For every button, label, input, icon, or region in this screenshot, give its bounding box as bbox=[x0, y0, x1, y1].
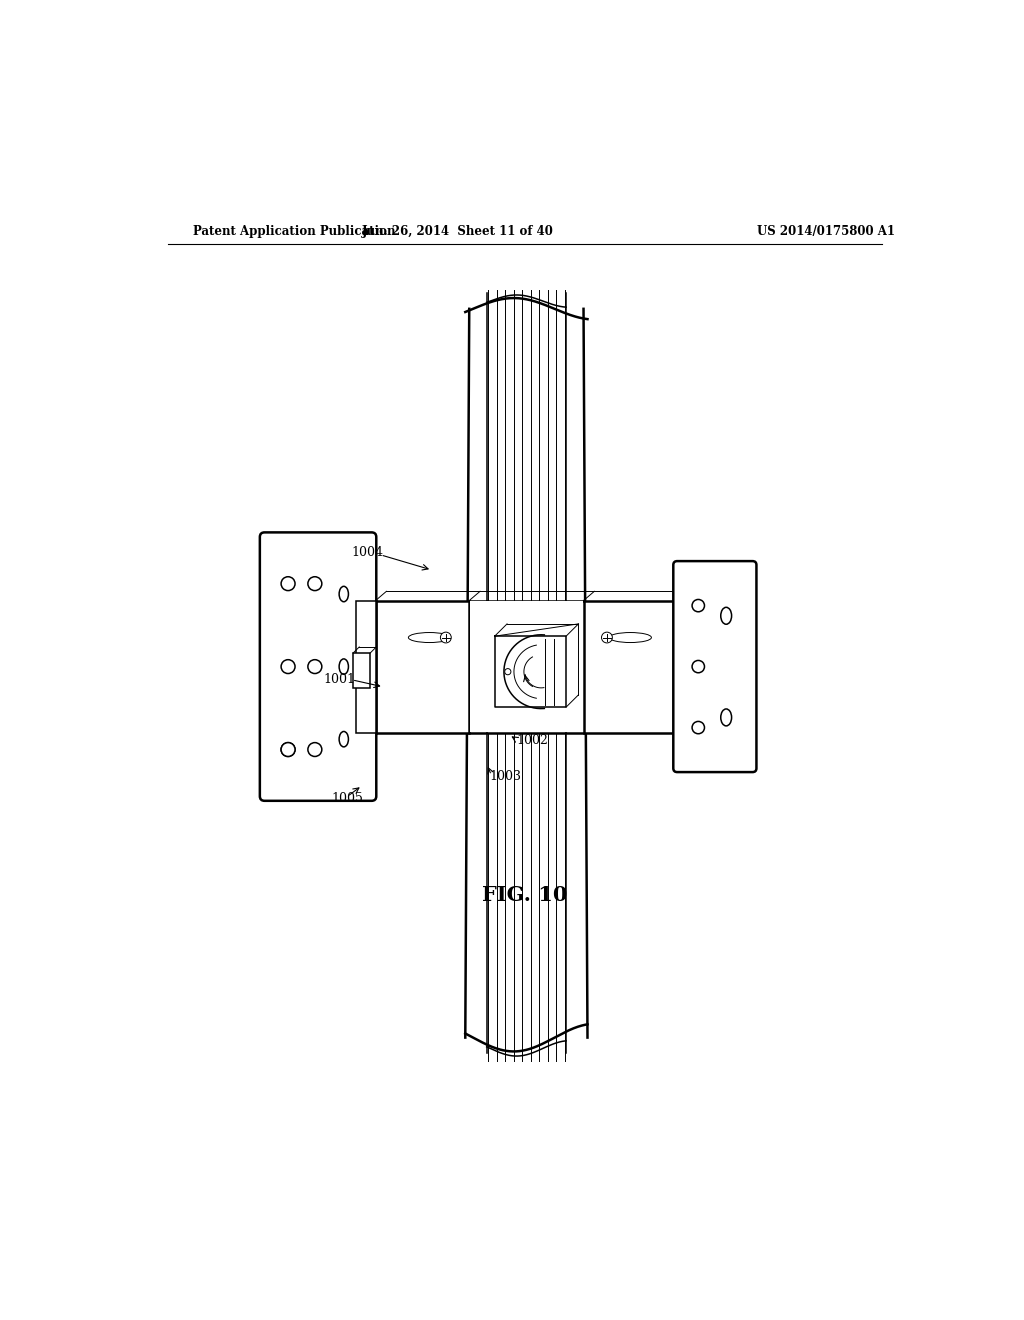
Text: Patent Application Publication: Patent Application Publication bbox=[194, 226, 395, 238]
Bar bbox=[470, 602, 583, 731]
Text: 1003: 1003 bbox=[489, 770, 521, 783]
Text: FIG. 10: FIG. 10 bbox=[482, 886, 567, 906]
Text: 1004: 1004 bbox=[352, 546, 384, 560]
Text: 1005: 1005 bbox=[331, 792, 364, 805]
Ellipse shape bbox=[609, 632, 651, 643]
Text: 1001: 1001 bbox=[324, 673, 355, 686]
Ellipse shape bbox=[339, 731, 348, 747]
FancyBboxPatch shape bbox=[260, 532, 376, 801]
FancyBboxPatch shape bbox=[674, 561, 757, 772]
Ellipse shape bbox=[339, 586, 348, 602]
Circle shape bbox=[282, 577, 295, 590]
Bar bbox=[353, 653, 370, 688]
Circle shape bbox=[692, 599, 705, 611]
Bar bbox=[356, 601, 376, 733]
Circle shape bbox=[601, 632, 612, 643]
Ellipse shape bbox=[409, 632, 451, 643]
Ellipse shape bbox=[721, 607, 731, 624]
Ellipse shape bbox=[339, 659, 348, 675]
Circle shape bbox=[282, 743, 295, 756]
Circle shape bbox=[505, 669, 511, 675]
Circle shape bbox=[308, 660, 322, 673]
Circle shape bbox=[308, 577, 322, 590]
Circle shape bbox=[692, 660, 705, 673]
Text: 1002: 1002 bbox=[517, 734, 549, 747]
Circle shape bbox=[692, 722, 705, 734]
Bar bbox=[376, 601, 677, 733]
Circle shape bbox=[282, 660, 295, 673]
Text: US 2014/0175800 A1: US 2014/0175800 A1 bbox=[758, 226, 895, 238]
Circle shape bbox=[308, 743, 322, 756]
Circle shape bbox=[440, 632, 452, 643]
Text: Jun. 26, 2014  Sheet 11 of 40: Jun. 26, 2014 Sheet 11 of 40 bbox=[361, 226, 553, 238]
Bar bbox=[495, 636, 566, 708]
Ellipse shape bbox=[721, 709, 731, 726]
Circle shape bbox=[282, 743, 295, 756]
